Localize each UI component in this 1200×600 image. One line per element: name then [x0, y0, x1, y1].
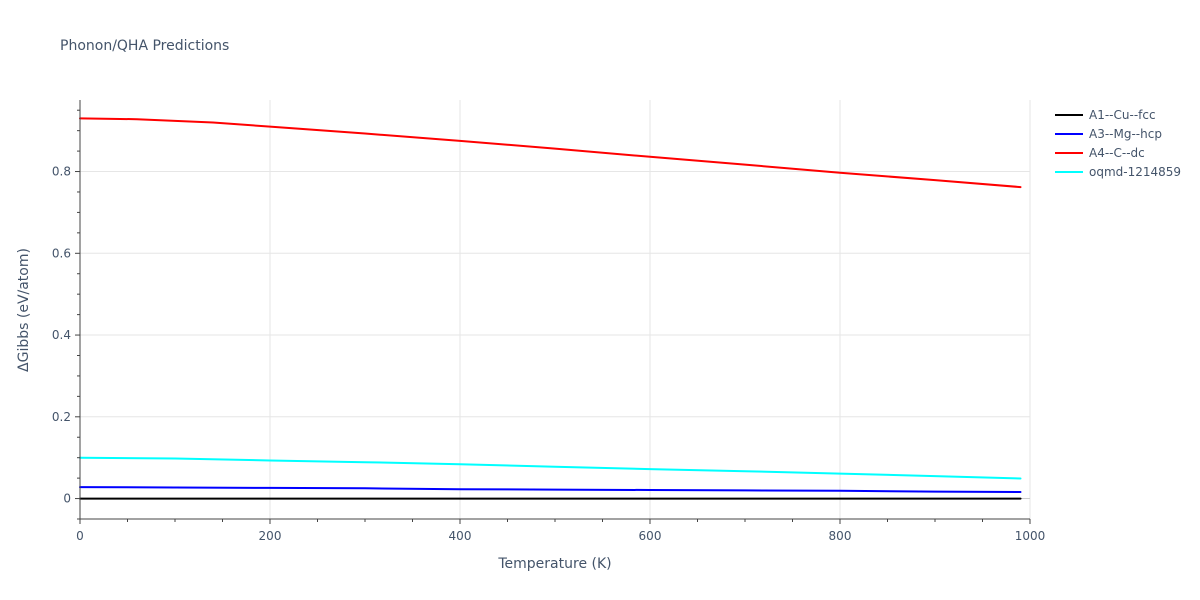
x-tick-label: 200	[259, 529, 282, 543]
legend-label: oqmd-1214859	[1089, 165, 1181, 179]
y-tick-labels: 0 0.2 0.4 0.6 0.8	[52, 165, 71, 506]
grid	[80, 100, 1031, 519]
y-tick-label: 0.4	[52, 328, 71, 342]
chart-title: Phonon/QHA Predictions	[60, 38, 229, 54]
y-tick-label: 0.6	[52, 246, 71, 260]
y-tick-label: 0.8	[52, 165, 71, 179]
x-axis-title: Temperature (K)	[497, 556, 611, 572]
legend[interactable]: A1--Cu--fcc A3--Mg--hcp A4--C--dc oqmd-1214…	[1055, 108, 1181, 179]
x-tick-label: 1000	[1015, 529, 1046, 543]
y-axis-title: ΔGibbs (eV/atom)	[16, 248, 32, 372]
y-tick-label: 0.2	[52, 410, 71, 424]
legend-item[interactable]: A3--Mg--hcp	[1055, 127, 1162, 141]
series-line-a3-mg-hcp	[79, 486, 1022, 493]
x-tick-label: 800	[829, 529, 852, 543]
legend-label: A1--Cu--fcc	[1089, 108, 1156, 122]
axes	[75, 100, 1031, 524]
legend-item[interactable]: A4--C--dc	[1055, 146, 1145, 160]
legend-item[interactable]: A1--Cu--fcc	[1055, 108, 1156, 122]
legend-item[interactable]: oqmd-1214859	[1055, 165, 1181, 179]
legend-label: A4--C--dc	[1089, 146, 1145, 160]
x-tick-labels: 0 200 400 600 800 1000	[76, 529, 1045, 543]
x-tick-label: 400	[449, 529, 472, 543]
series-group	[79, 117, 1022, 500]
legend-label: A3--Mg--hcp	[1089, 127, 1162, 141]
x-tick-label: 0	[76, 529, 84, 543]
series-line-a4-c-dc	[79, 117, 1022, 189]
y-tick-label: 0	[63, 492, 71, 506]
series-line-oqmd-1214859	[79, 456, 1022, 480]
x-tick-label: 600	[639, 529, 662, 543]
